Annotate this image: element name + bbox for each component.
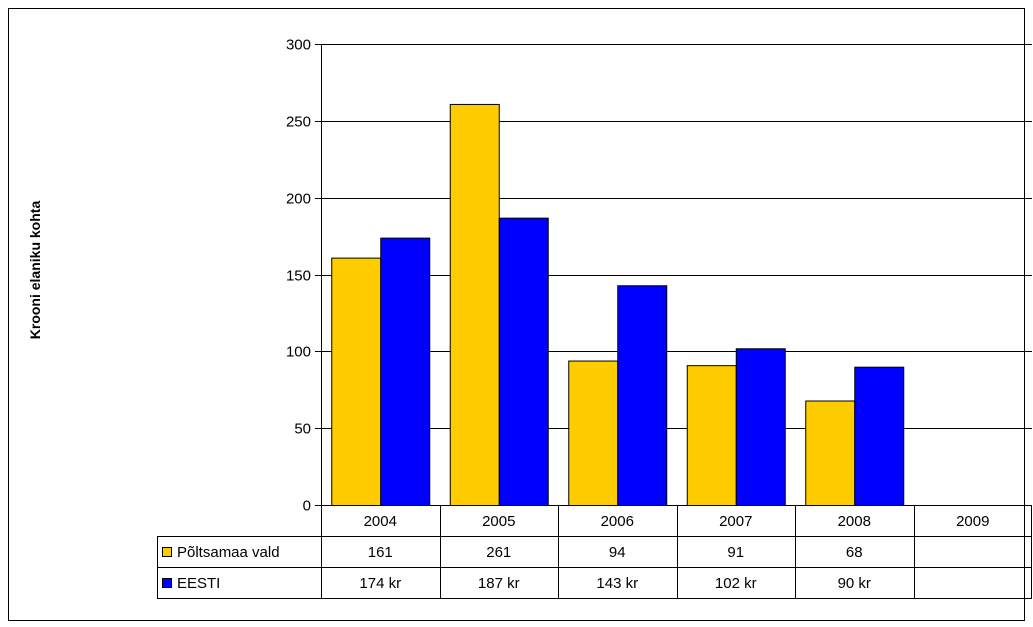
y-tick-label: 250: [286, 114, 311, 131]
y-tick-label: 50: [294, 421, 311, 438]
data-label: 261: [486, 544, 511, 561]
data-table: 2004 2005 2006 2007 2008 2009 Põltsamaa vald 16…: [157, 505, 1032, 599]
data-label: 187 kr: [478, 575, 520, 592]
legend-swatch: [162, 578, 172, 588]
data-label: 91: [727, 544, 744, 561]
data-label: 94: [609, 544, 626, 561]
y-tick-label: 150: [286, 268, 311, 285]
legend-series-name: EESTI: [177, 575, 220, 592]
x-category-label: 2007: [719, 513, 752, 530]
bar-series1-2007: [686, 365, 737, 506]
bar-series1-2004: [331, 257, 382, 507]
bar-series1-2005: [449, 103, 500, 507]
x-category-label: 2004: [364, 513, 397, 530]
bars: [331, 103, 905, 507]
x-category-label: 2009: [956, 513, 989, 530]
legend-swatch: [162, 547, 172, 557]
data-label: 161: [368, 544, 393, 561]
data-label: 174 kr: [359, 575, 401, 592]
x-category-label: 2008: [838, 513, 871, 530]
axes: 0 50 100 150 200 250 300: [286, 37, 322, 515]
bar-series2-2005: [498, 217, 549, 506]
bar-series2-2006: [617, 285, 668, 506]
data-label: 68: [846, 544, 863, 561]
legend-series-name: Põltsamaa vald: [177, 544, 280, 561]
data-label: 90 kr: [838, 575, 871, 592]
y-tick-label: 0: [303, 498, 311, 515]
data-label: 143 kr: [596, 575, 638, 592]
bar-series2-2007: [735, 348, 786, 507]
y-tick-label: 300: [286, 37, 311, 54]
bar-series1-2008: [805, 400, 856, 506]
y-axis-label: Krooni elaniku kohta: [27, 201, 43, 340]
data-label: 102 kr: [715, 575, 757, 592]
bar-series1-2006: [568, 360, 619, 507]
y-tick-label: 100: [286, 344, 311, 361]
y-tick-label: 200: [286, 191, 311, 208]
bar-series2-2004: [380, 237, 431, 506]
bar-series2-2008: [854, 366, 905, 507]
x-category-label: 2006: [601, 513, 634, 530]
x-category-label: 2005: [482, 513, 515, 530]
